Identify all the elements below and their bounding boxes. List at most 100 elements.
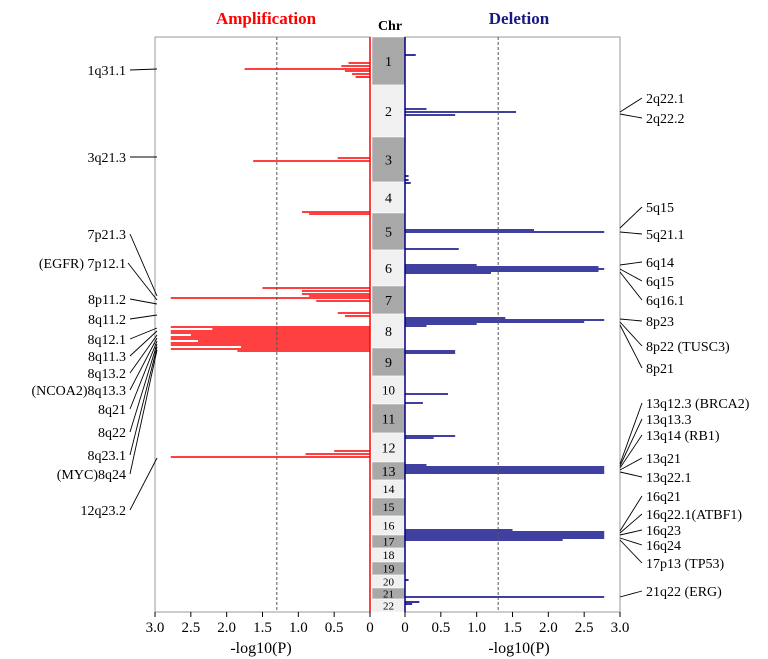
right-connector-17 [619,529,643,536]
chromosome-label-10: 10 [382,383,395,398]
amplification-tick-label-3: 1.5 [253,620,272,636]
chromosome-band-4 [371,181,406,214]
left-region-label-2: 7p21.3 [88,228,127,243]
right-region-label-5: 6q15 [646,275,674,290]
left-connector-6 [129,327,158,340]
amplification-tick-label-0: 3.0 [146,620,165,636]
chromosome-label-19: 19 [383,562,395,576]
right-region-label-4: 6q14 [646,256,674,271]
left-region-label-3: (EGFR) 7p12.1 [39,257,126,272]
right-connector-19 [619,539,643,564]
chromosome-label-8: 8 [385,325,392,340]
chromosome-label-12: 12 [382,441,396,456]
deletion-tick-label-3: 1.5 [503,620,522,636]
right-connector-13 [619,457,643,471]
right-region-label-13: 13q21 [646,452,681,467]
right-connector-18 [619,537,643,546]
right-region-label-3: 5q21.1 [646,228,685,243]
right-region-label-1: 2q22.2 [646,112,685,127]
right-region-label-7: 8p23 [646,315,674,330]
left-region-label-12: 8q23.1 [88,449,127,464]
chromosome-label-11: 11 [382,412,395,427]
right-region-label-11: 13q13.3 [646,413,692,428]
right-connector-14 [619,471,643,478]
chromosome-label-16: 16 [383,519,395,533]
right-region-label-18: 16q24 [646,539,681,554]
right-region-label-0: 2q22.1 [646,92,685,107]
right-region-label-20: 21q22 (ERG) [646,585,722,600]
right-connector-6 [619,271,643,301]
amplification-tick-label-2: 2.0 [217,620,236,636]
deletion-tick-label-6: 3.0 [611,620,630,636]
chromosome-band-9 [371,347,406,377]
left-connector-5 [129,314,158,320]
deletion-tick-label-5: 2.5 [575,620,594,636]
right-connector-12 [619,434,643,469]
left-region-label-4: 8p11.2 [88,293,126,308]
chromosome-header: Chr [378,19,402,34]
right-connector-9 [619,324,643,369]
amplification-tick-label-1: 2.5 [181,620,200,636]
amplification-xlabel: -log10(P) [230,640,291,657]
left-connector-12 [129,346,158,456]
left-region-label-11: 8q22 [98,426,126,441]
right-connector-2 [619,206,643,229]
left-connector-2 [129,233,158,297]
chromosome-band-7 [371,285,406,315]
chromosome-label-14: 14 [383,482,395,496]
chromosome-band-2 [371,84,406,138]
left-connector-10 [129,340,158,410]
left-region-label-14: 12q23.2 [81,504,127,519]
deletion-tick-label-1: 0.5 [431,620,450,636]
left-connector-14 [129,457,158,511]
right-region-label-10: 13q12.3 (BRCA2) [646,397,750,412]
left-connector-11 [129,343,158,433]
amplification-tick-label-4: 1.0 [289,620,308,636]
amplification-tick-label-5: 0.5 [325,620,344,636]
chromosome-band-11 [371,403,406,434]
chromosome-label-5: 5 [385,225,392,240]
right-region-label-17: 16q23 [646,524,681,539]
chromosome-label-20: 20 [383,576,395,588]
left-connector-9 [129,337,158,391]
chromosome-label-7: 7 [385,294,392,309]
left-region-label-5: 8q11.2 [88,313,126,328]
left-region-label-10: 8q21 [98,403,126,418]
right-connector-4 [619,261,643,266]
right-region-label-6: 6q16.1 [646,294,685,309]
right-region-label-12: 13q14 (RB1) [646,429,720,444]
chromosome-label-6: 6 [385,262,392,277]
left-connector-4 [129,298,158,305]
left-region-label-0: 1q31.1 [88,64,127,79]
left-region-label-7: 8q11.3 [88,350,126,365]
right-connector-16 [619,513,643,534]
chromosome-label-15: 15 [383,500,395,514]
left-connector-8 [129,334,158,374]
chromosome-label-4: 4 [385,191,392,206]
right-connector-20 [619,590,643,598]
right-connector-7 [619,318,643,322]
chromosome-label-1: 1 [385,55,392,70]
chromosome-label-18: 18 [383,548,395,562]
chromosome-label-22: 22 [383,600,394,612]
amplification-title: Amplification [216,9,317,28]
chromosome-label-17: 17 [383,535,395,549]
chromosome-band-8 [371,313,406,349]
right-region-label-8: 8p22 (TUSC3) [646,340,730,355]
left-region-label-6: 8q12.1 [88,333,127,348]
deletion-tick-label-4: 2.0 [539,620,558,636]
right-connector-3 [619,231,643,235]
amplification-tick-label-6: 0 [366,620,374,636]
left-connector-13 [129,349,158,475]
right-connector-11 [619,418,643,467]
chromosome-label-2: 2 [385,105,392,120]
deletion-tick-label-0: 0 [401,620,409,636]
right-region-label-14: 13q22.1 [646,471,692,486]
right-connector-8 [619,321,643,347]
chromosome-label-13: 13 [382,465,396,480]
deletion-xlabel: -log10(P) [488,640,549,657]
chromosome-label-3: 3 [385,153,392,168]
right-region-label-16: 16q22.1(ATBF1) [646,508,742,523]
right-region-label-19: 17p13 (TP53) [646,557,725,572]
